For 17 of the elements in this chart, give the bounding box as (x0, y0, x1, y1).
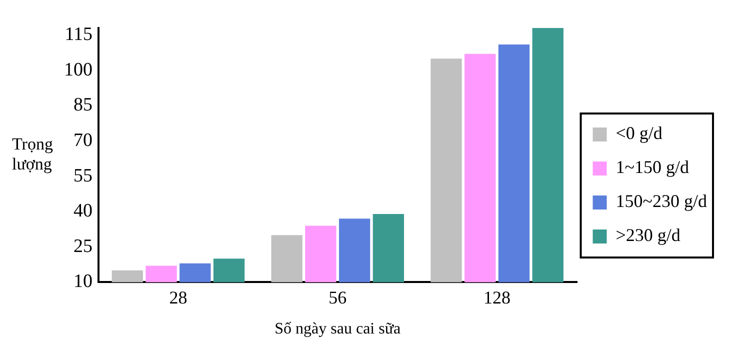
x-tick-label: 56 (328, 288, 347, 308)
legend-label: 150~230 g/d (616, 191, 708, 212)
y-tick-label: 40 (74, 200, 92, 222)
y-tick-label: 70 (74, 130, 92, 151)
y-tick-label: 10 (74, 271, 92, 292)
y-tick-label: 100 (64, 59, 92, 80)
x-axis-title: Số ngày sau cai sữa (274, 320, 401, 338)
legend-label: 1~150 g/d (616, 157, 690, 178)
y-tick-label: 55 (74, 165, 92, 186)
x-tick-label: 28 (169, 288, 188, 308)
legend-label: >230 g/d (616, 225, 680, 246)
y-tick-label: 25 (74, 236, 92, 257)
x-tick-label: 128 (484, 288, 511, 308)
y-tick-label: 85 (74, 94, 92, 116)
y-axis-title: Trọng lượng (12, 134, 54, 174)
y-tick-label: 115 (64, 24, 92, 46)
legend-label: <0 g/d (616, 123, 662, 144)
